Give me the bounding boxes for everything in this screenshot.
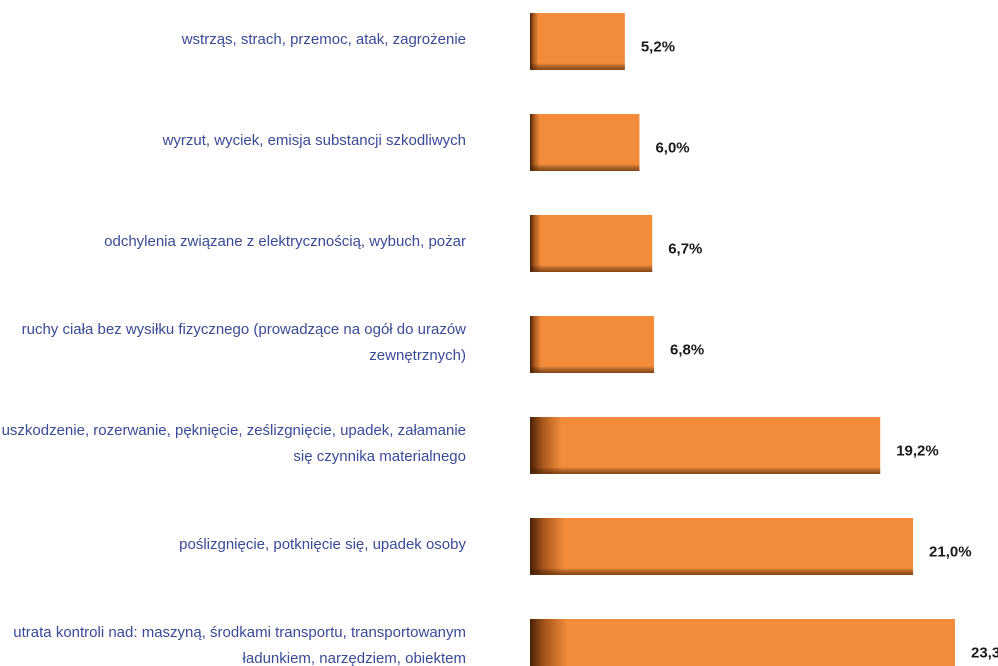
value-label: 6,7%: [668, 240, 702, 257]
category-label: utrata kontroli nad: maszyną, środkami t…: [13, 623, 466, 666]
value-label: 6,0%: [655, 139, 689, 156]
value-label: 23,3%: [971, 644, 998, 661]
category-label: wstrząs, strach, przemoc, atak, zagrożen…: [181, 30, 466, 48]
value-label: 19,2%: [896, 442, 939, 459]
value-label: 5,2%: [641, 38, 675, 55]
bar-shade: [530, 316, 655, 373]
category-label: ruchy ciała bez wysiłku fizycznego (prow…: [21, 320, 466, 364]
value-label: 21,0%: [929, 543, 972, 560]
category-label: odchylenia związane z elektrycznością, w…: [104, 232, 466, 250]
value-label: 6,8%: [670, 341, 704, 358]
bar-shade: [530, 114, 640, 171]
bar-shade: [530, 13, 625, 70]
category-label: uszkodzenie, rozerwanie, pęknięcie, ześl…: [1, 421, 466, 465]
bar-shade: [530, 619, 955, 666]
category-label: poślizgnięcie, potknięcie się, upadek os…: [179, 535, 466, 553]
bar-shade: [530, 215, 653, 272]
bar-shade: [530, 518, 914, 575]
category-label: wyrzut, wyciek, emisja substancji szkodl…: [162, 131, 466, 149]
bar-shade: [530, 417, 881, 474]
